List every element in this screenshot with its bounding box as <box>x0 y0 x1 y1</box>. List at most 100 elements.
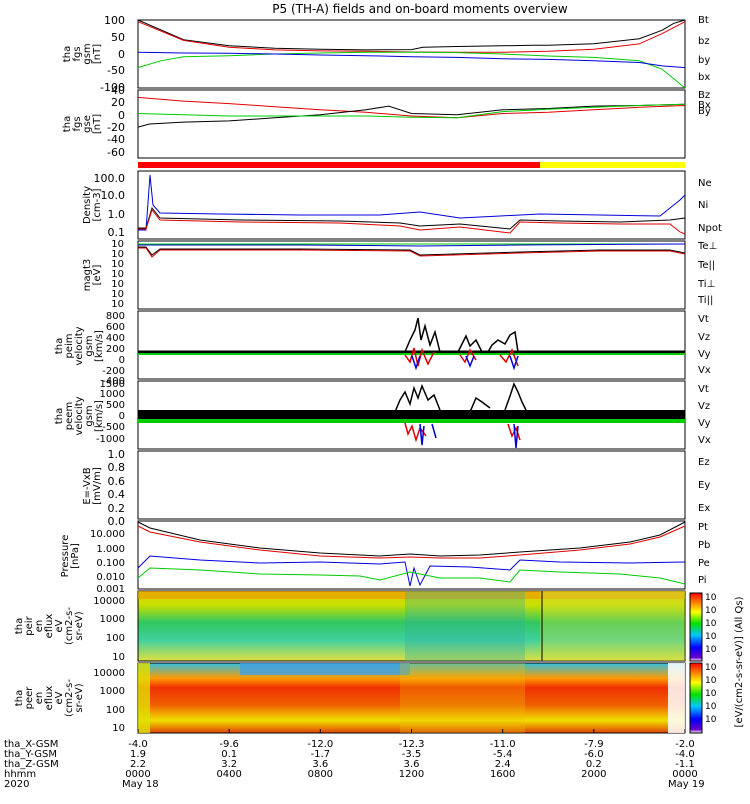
series-bx-line <box>137 103 686 128</box>
tick-label: 10000 <box>93 596 125 607</box>
tick-label: 10 <box>112 723 125 734</box>
colorbar-tick: 10 <box>705 676 717 686</box>
legend-item: Ez <box>698 457 710 468</box>
tick-label: 100 <box>104 14 125 27</box>
tick-label: -50 <box>107 64 125 77</box>
colorbar-tick: 10 <box>705 689 717 699</box>
ylabel-line: velocity <box>74 326 85 365</box>
ylabel-line: velocity <box>74 396 85 435</box>
x-axis-value: -1.7 <box>311 749 331 760</box>
x-axis-value: -9.6 <box>219 739 239 750</box>
tick-label: 0.6 <box>108 475 126 488</box>
panel-peem: 1500 1000 500 0 -500 -1000 tha peem velo… <box>54 379 711 450</box>
tick-labels: 10000 1000 100 10 <box>93 596 125 663</box>
year-label: 2020 <box>4 779 29 790</box>
series-by-line <box>137 103 686 119</box>
tick-label: 1.0 <box>108 448 126 461</box>
legend-item: Vt <box>698 384 709 395</box>
x-axis-value: -12.3 <box>399 739 425 750</box>
tick-label: 100 <box>106 705 125 716</box>
x-axis-value: 0800 <box>308 769 333 780</box>
x-axis-value: 0400 <box>216 769 241 780</box>
tick-label: 400 <box>106 333 125 344</box>
ylabel-line: tha <box>62 46 73 62</box>
ylabel-line: sr-eV) <box>74 611 85 640</box>
legend-item: bx <box>698 72 710 83</box>
legend-item: by <box>698 55 710 66</box>
pb-line <box>137 525 686 559</box>
x-axis-value: -12.0 <box>307 739 333 750</box>
ion-spectrogram <box>137 590 686 662</box>
vx-burst <box>411 355 519 371</box>
tick-label: 0.100 <box>96 558 125 569</box>
legend-item: Bt <box>698 15 709 26</box>
pt-line <box>137 521 686 557</box>
legend-item: Ti⊥ <box>697 279 715 290</box>
x-axis-values: -4.01.92.20000-9.60.13.20400-12.0-1.73.6… <box>125 739 697 780</box>
colorbar-tick: 10 <box>705 632 717 642</box>
tick-label: 600 <box>106 322 125 333</box>
ylabel-line: eV <box>54 691 65 704</box>
tick-label: 0.1 <box>108 226 126 239</box>
tick-label: 0.010 <box>96 572 125 583</box>
spectrogram-band <box>540 591 685 661</box>
ylabel-line: sr-eV) <box>74 683 85 712</box>
y-axis-label: magt3 [eV] <box>82 259 103 292</box>
tick-label: 1500 <box>100 379 125 390</box>
tick-label: 0.001 <box>96 584 125 595</box>
ylabel-line: eflux <box>44 614 55 639</box>
tick-labels: 800 600 400 200 0 -200 -400 <box>102 311 125 387</box>
x-axis-value: 2000 <box>581 769 606 780</box>
legend-item: Bx <box>698 100 711 111</box>
panel-density: 100.0 10.0 1.0 0.1 Density [cm-3] Ne Ni … <box>82 170 722 240</box>
tick-labels: 100.0 10.0 1.0 0.1 <box>94 172 126 239</box>
tick-label: 0.4 <box>108 488 126 501</box>
series-group <box>137 19 686 89</box>
ylabel-line: fgs <box>72 116 83 131</box>
mode-bar-yellow <box>540 162 685 168</box>
ylabel-line: (cm2-s- <box>64 679 75 717</box>
tick-label: 10 <box>111 259 124 270</box>
vy-noise-band <box>138 419 685 423</box>
legend-item: Pb <box>698 540 710 551</box>
panel-fgs-gse: 40 20 0 -20 -40 -60 tha fgs gse [nT] Bz … <box>62 84 711 159</box>
series-group <box>137 96 686 128</box>
ne-line <box>138 208 686 235</box>
tick-labels: 10 10 10 10 10 10 10 <box>111 239 124 310</box>
vt-burst <box>394 382 527 413</box>
spectrogram-band <box>668 663 685 733</box>
ylabel-line: [km/s] <box>94 400 105 432</box>
tick-label: -500 <box>102 422 125 433</box>
tick-label: 10 <box>111 269 124 280</box>
colorbar-tick: 10 <box>705 702 717 712</box>
x-axis-value: 1200 <box>399 769 424 780</box>
ylabel-line: (cm2-s- <box>64 607 75 645</box>
legend-item: Ex <box>698 503 710 514</box>
ylabel-line: tha <box>54 408 65 424</box>
tick-label: -20 <box>107 121 125 134</box>
tick-label: 10.0 <box>101 189 126 202</box>
panel-magt3: 10 10 10 10 10 10 10 magt3 [eV] Te⊥ Te||… <box>82 239 717 310</box>
ylabel-line: [nT] <box>92 44 103 64</box>
tick-label: 0.2 <box>108 502 126 515</box>
panel-frame <box>137 240 686 310</box>
legend-item: Vy <box>698 418 711 429</box>
pi-line <box>137 555 686 587</box>
spectrogram-band <box>400 663 525 733</box>
mode-bar-red <box>138 162 540 168</box>
x-axis-value: -6.0 <box>584 749 604 760</box>
tick-labels: 100 50 0 -50 -100 <box>100 14 125 94</box>
panel-fgs-gsm: 100 50 0 -50 -100 tha fgs gsm [nT] Bt bz… <box>62 14 710 94</box>
ylabel-line: tha <box>62 116 73 132</box>
colorbar-tick: 10 <box>705 663 717 673</box>
date-end: May 19 <box>668 779 705 790</box>
colorbar-tick: 10 <box>705 645 717 655</box>
legend: Te⊥ Te|| Ti⊥ Ti|| <box>697 241 717 306</box>
tick-label: 0.8 <box>108 461 126 474</box>
series-bx-line <box>137 51 686 69</box>
ylabel-line: gsm <box>84 335 95 356</box>
spectrogram-band <box>138 591 685 599</box>
y-axis-label: tha peer en eflux eV (cm2-s- sr-eV) <box>14 679 85 717</box>
legend-item: bz <box>698 36 710 47</box>
legend-item: Ni <box>698 200 708 211</box>
